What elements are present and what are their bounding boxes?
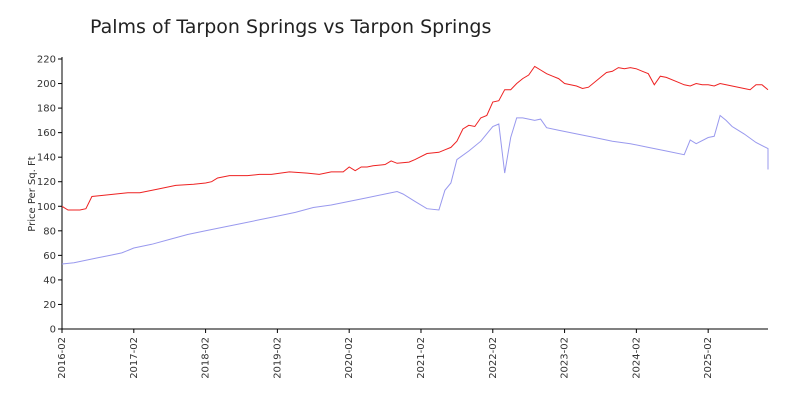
x-tick-label: 2019-02 [272, 337, 283, 379]
y-tick-label: 220 [37, 55, 56, 66]
y-tick-label: 80 [43, 226, 56, 237]
series-group [61, 65, 769, 265]
x-axis: 2016-02 2017-02 2018-02 2019-02 2020-02 2021-… [57, 328, 768, 379]
y-tick-label: 40 [43, 275, 56, 286]
x-tick-label: 2023-02 [560, 337, 571, 379]
series-line-2 [61, 114, 769, 265]
y-axis-label: Price Per Sq. Ft [27, 156, 38, 231]
y-tick-label: 20 [43, 300, 56, 311]
x-tick-label: 2021-02 [416, 337, 427, 379]
y-tick-label: 180 [37, 104, 56, 115]
x-tick-label: 2017-02 [129, 337, 140, 379]
x-tick-label: 2025-02 [703, 337, 714, 379]
y-tick-label: 0 [50, 325, 56, 336]
x-tick-label: 2022-02 [488, 337, 499, 379]
y-tick-label: 160 [37, 128, 56, 139]
y-tick-label: 140 [37, 153, 56, 164]
series-line-1 [61, 65, 769, 211]
x-tick-label: 2018-02 [201, 337, 212, 379]
chart-title: Palms of Tarpon Springs vs Tarpon Spring… [90, 16, 492, 38]
y-tick-label: 120 [37, 177, 56, 188]
x-tick-label: 2016-02 [57, 337, 68, 379]
y-tick-label: 60 [43, 251, 56, 262]
y-tick-label: 200 [37, 79, 56, 90]
y-tick-label: 100 [37, 202, 56, 213]
x-tick-label: 2020-02 [344, 337, 355, 379]
x-tick-label: 2024-02 [631, 337, 642, 379]
y-axis: 0 20 40 60 80 100 120 140 160 180 200 220 [37, 55, 63, 336]
